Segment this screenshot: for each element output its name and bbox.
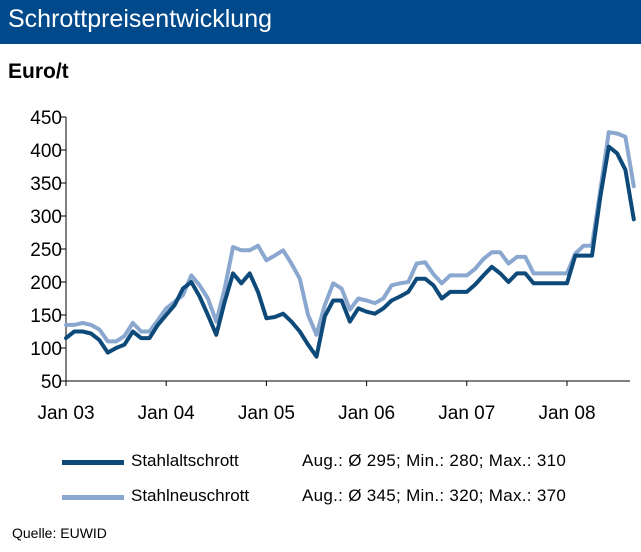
y-tick-label: 450 <box>30 108 62 129</box>
chart-title: Schrottpreisentwicklung <box>8 5 273 33</box>
title-bar: Schrottpreisentwicklung <box>0 0 641 44</box>
x-tick-label: Jan 08 <box>538 403 595 424</box>
y-tick-label: 150 <box>30 306 62 327</box>
legend-label-stahlneuschrott: Stahlneuschrott <box>131 486 250 505</box>
x-tick-label: Jan 07 <box>438 403 495 424</box>
legend-entry-stahlaltschrott: Stahlaltschrott Aug.: Ø 295; Min.: 280; … <box>0 447 641 477</box>
source-note: Quelle: EUWID <box>12 525 107 541</box>
legend-label-stahlaltschrott: Stahlaltschrott <box>131 451 239 470</box>
y-tick-label: 400 <box>30 141 62 162</box>
y-tick-label: 350 <box>30 174 62 195</box>
y-tick-label: 50 <box>41 372 62 393</box>
legend-stats-stahlaltschrott: Aug.: Ø 295; Min.: 280; Max.: 310 <box>302 451 567 470</box>
y-axis-unit-label: Euro/t <box>8 60 69 83</box>
chart-plot: 50 100 150 200 250 300 350 400 450 Jan 03 Jan 04 Ja… <box>30 108 636 424</box>
x-tick-label: Jan 04 <box>138 403 195 424</box>
y-tick-label: 250 <box>30 240 62 261</box>
y-tick-label: 100 <box>30 339 62 360</box>
x-tick-label: Jan 05 <box>238 403 295 424</box>
x-tick-label: Jan 06 <box>338 403 395 424</box>
legend-entry-stahlneuschrott: Stahlneuschrott Aug.: Ø 345; Min.: 320; … <box>0 482 641 512</box>
y-tick-label: 200 <box>30 273 62 294</box>
series-line-stahlaltschrott <box>64 144 636 359</box>
legend-stats-stahlneuschrott: Aug.: Ø 345; Min.: 320; Max.: 370 <box>302 486 567 505</box>
x-tick-label: Jan 03 <box>37 403 94 424</box>
legend-swatch-stahlaltschrott <box>62 460 124 465</box>
legend-swatch-stahlneuschrott <box>62 495 124 500</box>
series-line-stahlneuschrott <box>64 130 636 344</box>
y-tick-label: 300 <box>30 207 62 228</box>
